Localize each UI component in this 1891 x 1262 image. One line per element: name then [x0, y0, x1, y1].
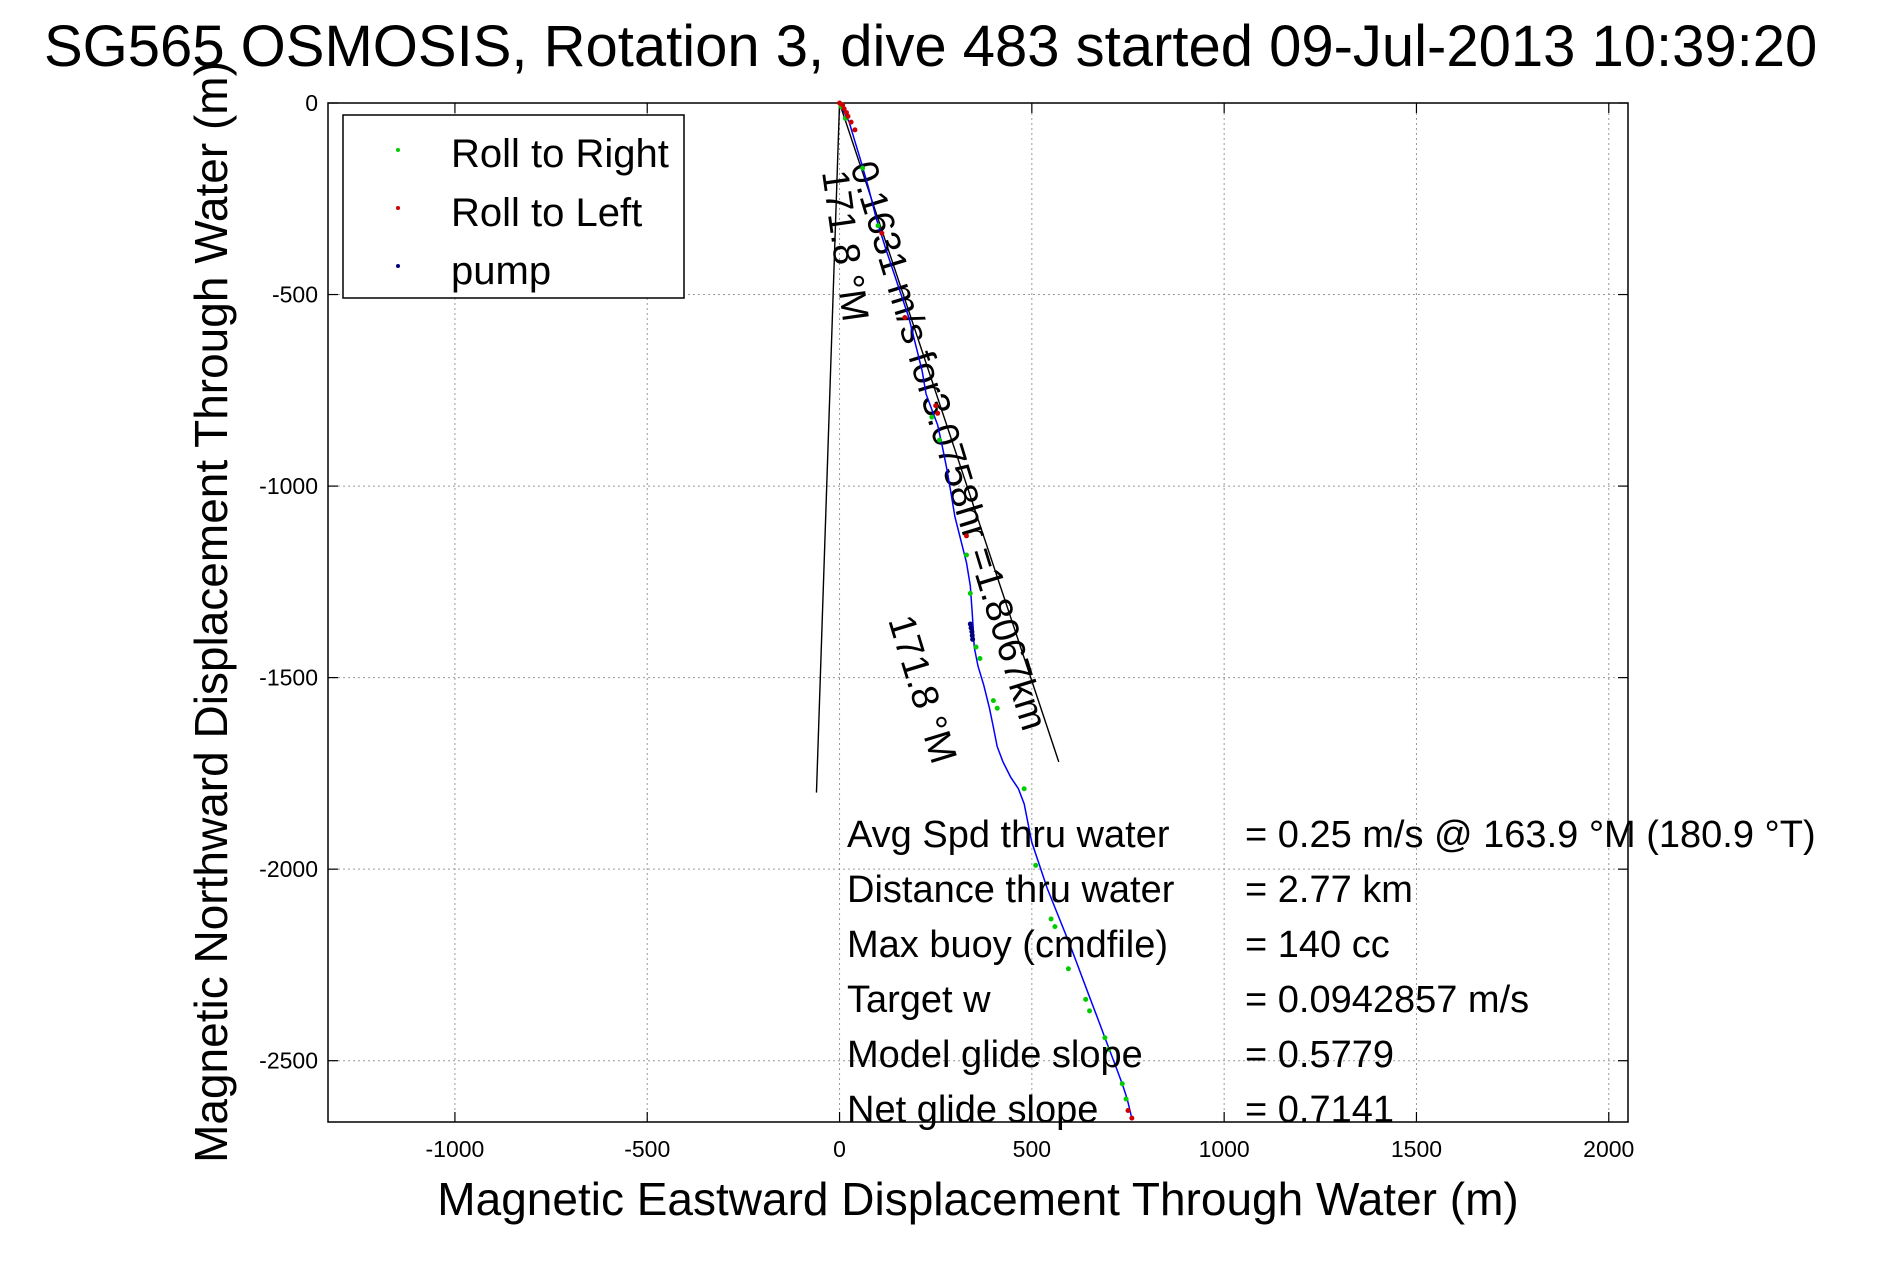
- pump-point: [968, 625, 974, 631]
- y-tick-label: -1500: [259, 665, 318, 691]
- roll-left-point: [852, 127, 858, 133]
- stat-avg-speed-label: Avg Spd thru water: [847, 814, 1170, 856]
- roll-right-point: [973, 644, 979, 650]
- legend-label-roll-left: Roll to Left: [451, 191, 642, 235]
- roll-left-point: [848, 119, 854, 125]
- y-axis-label: Magnetic Northward Displacement Through …: [185, 61, 237, 1163]
- roll-right-point: [1106, 1046, 1112, 1052]
- stat-target-w-value: = 0.0942857 m/s: [1245, 979, 1529, 1021]
- legend-marker-roll-right: [396, 148, 400, 152]
- legend-label-roll-right: Roll to Right: [451, 132, 669, 176]
- stat-model-glide-value: = 0.5779: [1245, 1034, 1394, 1076]
- roll-right-point: [1065, 966, 1071, 972]
- roll-right-point: [860, 165, 866, 171]
- legend-label-pump: pump: [451, 249, 551, 293]
- x-tick-label: -1000: [426, 1136, 485, 1162]
- roll-right-point: [963, 552, 969, 558]
- roll-left-point: [935, 410, 941, 416]
- legend-box: [342, 114, 685, 299]
- roll-left-point: [840, 102, 846, 108]
- roll-right-point: [1123, 1096, 1129, 1102]
- stat-target-w-label: Target w: [847, 979, 991, 1021]
- roll-left-point: [841, 106, 847, 112]
- stat-max-buoy-value: = 140 cc: [1245, 924, 1390, 966]
- roll-right-point: [875, 223, 881, 229]
- x-tick-label: 1000: [1199, 1136, 1250, 1162]
- roll-right-point: [977, 655, 983, 661]
- y-tick-label: -1000: [259, 473, 318, 499]
- roll-left-point: [902, 315, 908, 321]
- roll-right-point: [967, 590, 973, 596]
- x-tick-label: -500: [624, 1136, 670, 1162]
- roll-left-point: [1129, 1115, 1135, 1121]
- roll-right-point: [1052, 924, 1058, 930]
- roll-left-point: [963, 533, 969, 539]
- chart-title: SG565 OSMOSIS, Rotation 3, dive 483 star…: [44, 14, 1817, 79]
- dive-stats: Avg Spd thru water = 0.25 m/s @ 163.9 °M…: [847, 814, 1816, 1131]
- y-tick-label: -2500: [259, 1048, 318, 1074]
- roll-left-point: [879, 230, 885, 236]
- pump-points: [967, 621, 976, 642]
- legend-marker-roll-left: [396, 206, 400, 210]
- roll-right-point: [1021, 786, 1027, 792]
- stat-net-glide-value: = 0.7141: [1245, 1089, 1394, 1131]
- x-axis-ticks: -1000 -500 0 500 1000 1500 2000: [426, 103, 1634, 1162]
- line-171-right: [838, 102, 1060, 763]
- roll-right-point: [990, 698, 996, 704]
- x-tick-label: 2000: [1583, 1136, 1634, 1162]
- pump-point: [969, 629, 975, 635]
- pump-point: [967, 621, 973, 627]
- pump-point: [969, 632, 975, 638]
- roll-right-point: [937, 437, 943, 443]
- plot-area-frame: [327, 102, 1629, 1123]
- x-tick-label: 0: [833, 1136, 846, 1162]
- roll-left-point: [845, 113, 851, 119]
- stat-model-glide-label: Model glide slope: [847, 1034, 1143, 1076]
- roll-left-point: [843, 110, 849, 116]
- stat-distance-label: Distance thru water: [847, 869, 1175, 911]
- roll-right-point: [1083, 996, 1089, 1002]
- stat-net-glide-label: Net glide slope: [847, 1089, 1098, 1131]
- roll-right-point: [1119, 1081, 1125, 1087]
- roll-right-point: [1087, 1008, 1093, 1014]
- x-tick-label: 1500: [1391, 1136, 1442, 1162]
- glider-track-line: [838, 102, 1133, 1119]
- roll-left-points: [837, 100, 1135, 1121]
- line-171-left: [815, 102, 841, 793]
- roll-right-point: [1033, 862, 1039, 868]
- legend-marker-pump: [396, 264, 400, 268]
- y-tick-label: -2000: [259, 856, 318, 882]
- roll-right-point: [994, 705, 1000, 711]
- roll-right-point: [1048, 916, 1054, 922]
- roll-left-point: [1125, 1108, 1131, 1114]
- reference-lines: [815, 102, 1060, 793]
- stat-avg-speed-value: = 0.25 m/s @ 163.9 °M (180.9 °T): [1245, 814, 1816, 856]
- stat-distance-value: = 2.77 km: [1245, 869, 1413, 911]
- stat-max-buoy-label: Max buoy (cmdfile): [847, 924, 1168, 966]
- y-tick-label: 0: [305, 90, 318, 116]
- x-axis-label: Magnetic Eastward Displacement Through W…: [437, 1173, 1518, 1225]
- roll-left-point: [933, 403, 939, 409]
- y-axis-ticks: 0 -500 -1000 -1500 -2000 -2500: [259, 90, 1628, 1074]
- roll-right-point: [1102, 1035, 1108, 1041]
- y-tick-label: -500: [272, 282, 318, 308]
- pump-point: [970, 636, 976, 642]
- roll-right-point: [929, 414, 935, 420]
- legend: Roll to Right Roll to Left pump: [342, 114, 685, 299]
- x-tick-label: 500: [1013, 1136, 1051, 1162]
